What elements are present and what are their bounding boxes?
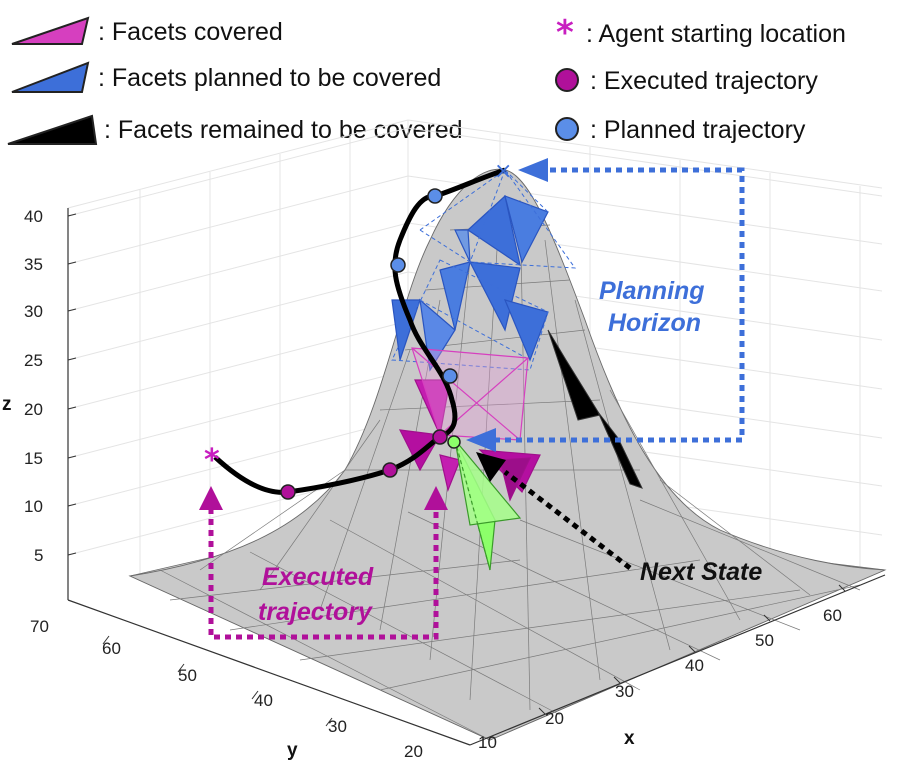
x-axis-label: x <box>624 728 635 749</box>
trajectory-curve <box>213 167 506 495</box>
z-tick-label: 30 <box>24 302 43 321</box>
executed-bracket: Executed trajectory <box>199 486 448 640</box>
y-tick-label: 30 <box>328 717 347 736</box>
legend-planned: : Planned trajectory <box>590 116 806 144</box>
next-state-label: Next State <box>640 558 762 586</box>
arrow-up-icon <box>424 486 448 510</box>
next-state-arrow: Next State <box>476 452 762 586</box>
z-tick-label: 20 <box>24 400 43 419</box>
planning-horizon-label-2: Horizon <box>608 309 701 337</box>
x-tick-label: 20 <box>545 709 564 728</box>
executed-label-1: Executed <box>262 563 374 591</box>
legend-executed: : Executed trajectory <box>590 67 818 95</box>
executed-point <box>432 429 448 445</box>
arrow-left-icon <box>466 428 496 452</box>
y-tick-label: 40 <box>254 691 273 710</box>
next-state-point <box>447 435 461 449</box>
z-axis: 40 35 30 25 20 15 10 5 z <box>2 207 77 600</box>
covered-facet-swatch <box>11 16 90 45</box>
z-axis-label: z <box>2 394 12 415</box>
y-axis-label: y <box>287 740 298 761</box>
arrow-icon <box>476 452 506 482</box>
z-tick-label: 25 <box>24 351 43 370</box>
y-axis: 70 60 50 40 30 20 y <box>30 599 471 761</box>
x-axis: 10 20 30 40 50 60 x <box>469 574 886 752</box>
z-tick-label: 10 <box>24 497 43 516</box>
y-tick-label: 70 <box>30 617 49 636</box>
z-tick-label: 15 <box>24 449 43 468</box>
y-tick-label: 50 <box>178 666 197 685</box>
legend-facets-planned: : Facets planned to be covered <box>98 64 441 92</box>
next-state-facets <box>454 437 522 571</box>
start-asterisk-icon: * <box>204 443 220 478</box>
planned-facets-wireframe <box>391 169 577 371</box>
z-tick-label: 40 <box>24 207 43 226</box>
x-tick-label: 60 <box>823 606 842 625</box>
planned-facet-swatch <box>11 61 90 93</box>
x-tick-label: 50 <box>755 631 774 650</box>
arrow-up-icon <box>199 486 223 510</box>
remaining-facet-swatch <box>7 114 98 145</box>
x-tick-label: 40 <box>685 656 704 675</box>
planned-point <box>442 368 458 384</box>
executed-point <box>382 462 398 478</box>
legend-facets-remaining: : Facets remained to be covered <box>104 116 463 144</box>
z-tick-label: 5 <box>34 546 43 565</box>
trajectory: * × <box>204 159 512 500</box>
x-tick-label: 10 <box>478 733 497 752</box>
executed-point-icon <box>555 68 579 92</box>
planning-horizon-bracket: Planning Horizon <box>466 158 745 452</box>
executed-point <box>280 484 296 500</box>
legend: : Facets covered : Facets planned to be … <box>7 13 846 145</box>
planned-point <box>390 257 406 273</box>
legend-facets-covered: : Facets covered <box>98 18 283 46</box>
legend-agent-start: : Agent starting location <box>586 20 846 48</box>
planned-point <box>427 188 443 204</box>
remaining-facets <box>547 329 643 489</box>
arrow-left-icon <box>518 158 548 182</box>
executed-label-2: trajectory <box>258 598 373 626</box>
planning-horizon-label-1: Planning <box>599 277 705 305</box>
x-tick-label: 30 <box>615 682 634 701</box>
z-tick-label: 35 <box>24 255 43 274</box>
axes-grid <box>67 119 883 580</box>
planned-point-icon <box>555 117 579 141</box>
y-tick-label: 20 <box>404 742 423 761</box>
planned-end-cross-icon: × <box>494 159 512 184</box>
y-tick-label: 60 <box>102 639 121 658</box>
asterisk-icon: * <box>556 13 574 53</box>
